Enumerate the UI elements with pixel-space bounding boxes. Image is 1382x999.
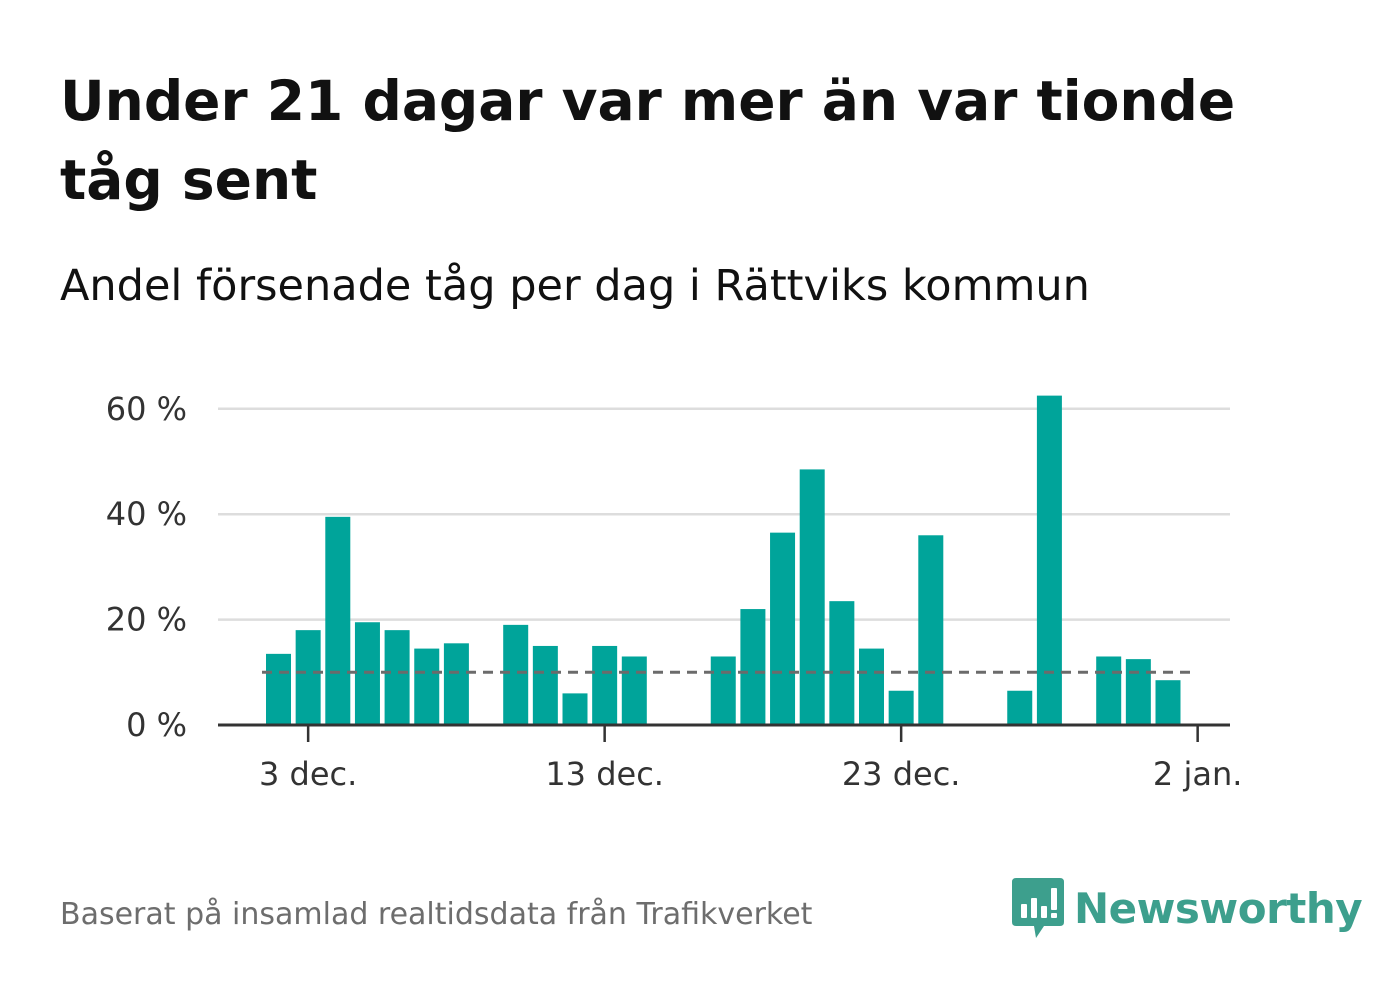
bar: [266, 653, 291, 725]
y-tick-label: 60 %: [106, 390, 187, 428]
x-tick-label: 23 dec.: [842, 755, 961, 793]
x-tick-label: 3 dec.: [259, 755, 357, 793]
x-tick-label: 2 jan.: [1153, 755, 1242, 793]
bar: [621, 656, 647, 725]
bar: [888, 690, 914, 725]
bar: [532, 645, 558, 725]
bar: [562, 693, 588, 725]
bar: [799, 469, 825, 725]
chart-subtitle: Andel försenade tåg per dag i Rättviks k…: [60, 261, 1090, 311]
y-tick-label: 40 %: [106, 495, 187, 533]
y-tick-label: 0 %: [126, 706, 187, 744]
bar: [859, 648, 884, 725]
bar: [592, 645, 618, 725]
newsworthy-logo-icon: [1012, 878, 1064, 938]
bar: [1096, 656, 1122, 725]
chart-title: Under 21 dagar var mer än var tionde tåg…: [60, 69, 1236, 212]
bar-chart: 0 % 20 % 40 % 60 % 3 dec. 13 dec. 23 dec. 2 jan…: [106, 390, 1243, 793]
bar: [1007, 690, 1033, 725]
bar: [1155, 680, 1181, 725]
bar: [443, 643, 469, 725]
bar: [1036, 395, 1062, 725]
x-tick-label: 13 dec.: [545, 755, 664, 793]
bar: [503, 624, 529, 725]
bar: [325, 516, 351, 725]
y-tick-label: 20 %: [106, 601, 187, 639]
bar: [710, 656, 736, 725]
source-note: Baserat på insamlad realtidsdata från Tr…: [60, 897, 813, 932]
bar: [829, 601, 855, 725]
logo-wordmark: Newsworthy: [1074, 883, 1363, 933]
bar: [740, 609, 766, 725]
newsworthy-logo: Newsworthy: [1010, 876, 1363, 940]
bar: [918, 535, 944, 725]
bar: [770, 532, 796, 725]
bar: [384, 630, 410, 725]
bar: [1125, 659, 1151, 725]
bar: [414, 648, 440, 725]
bar: [295, 630, 321, 725]
